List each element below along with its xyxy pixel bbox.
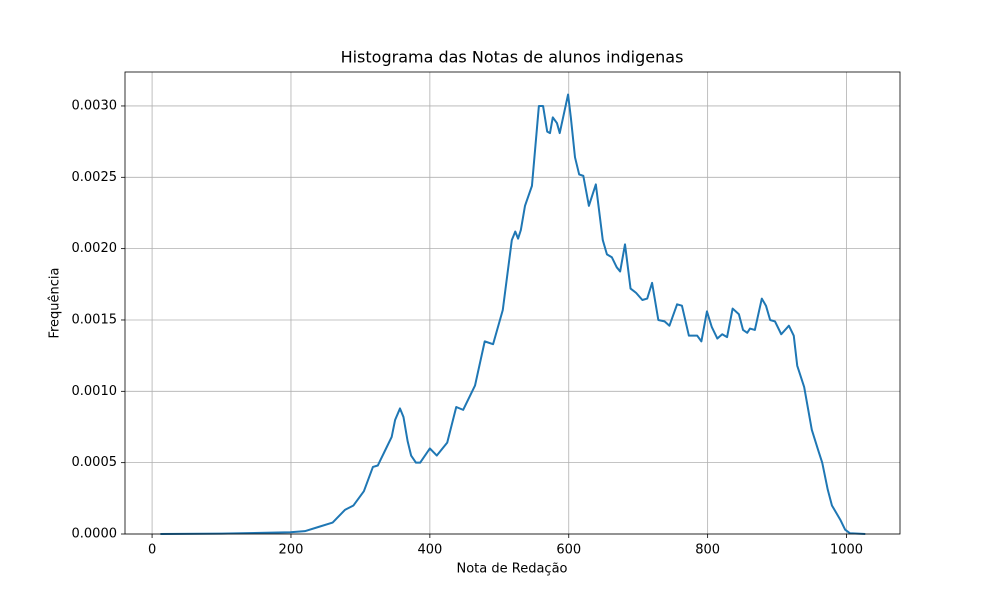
plot-frame xyxy=(124,71,901,535)
x-tick-label: 200 xyxy=(279,543,304,558)
y-tick-label: 0.0020 xyxy=(72,241,118,256)
y-tick-label: 0.0000 xyxy=(72,527,118,542)
x-axis-label: Nota de Redação xyxy=(457,562,568,577)
x-tick-label: 600 xyxy=(556,543,581,558)
x-tick-label: 400 xyxy=(417,543,442,558)
x-tick-label: 1000 xyxy=(830,543,863,558)
y-tick-label: 0.0015 xyxy=(72,312,118,327)
y-tick-label: 0.0005 xyxy=(72,455,118,470)
y-tick-label: 0.0025 xyxy=(72,170,118,185)
chart-title: Histograma das Notas de alunos indigenas xyxy=(341,48,684,67)
y-axis-label: Frequência xyxy=(48,267,63,338)
data-line xyxy=(160,93,866,535)
y-tick-label: 0.0010 xyxy=(72,384,118,399)
x-tick-label: 0 xyxy=(148,543,156,558)
x-tick-label: 800 xyxy=(695,543,720,558)
y-tick-label: 0.0030 xyxy=(72,98,118,113)
